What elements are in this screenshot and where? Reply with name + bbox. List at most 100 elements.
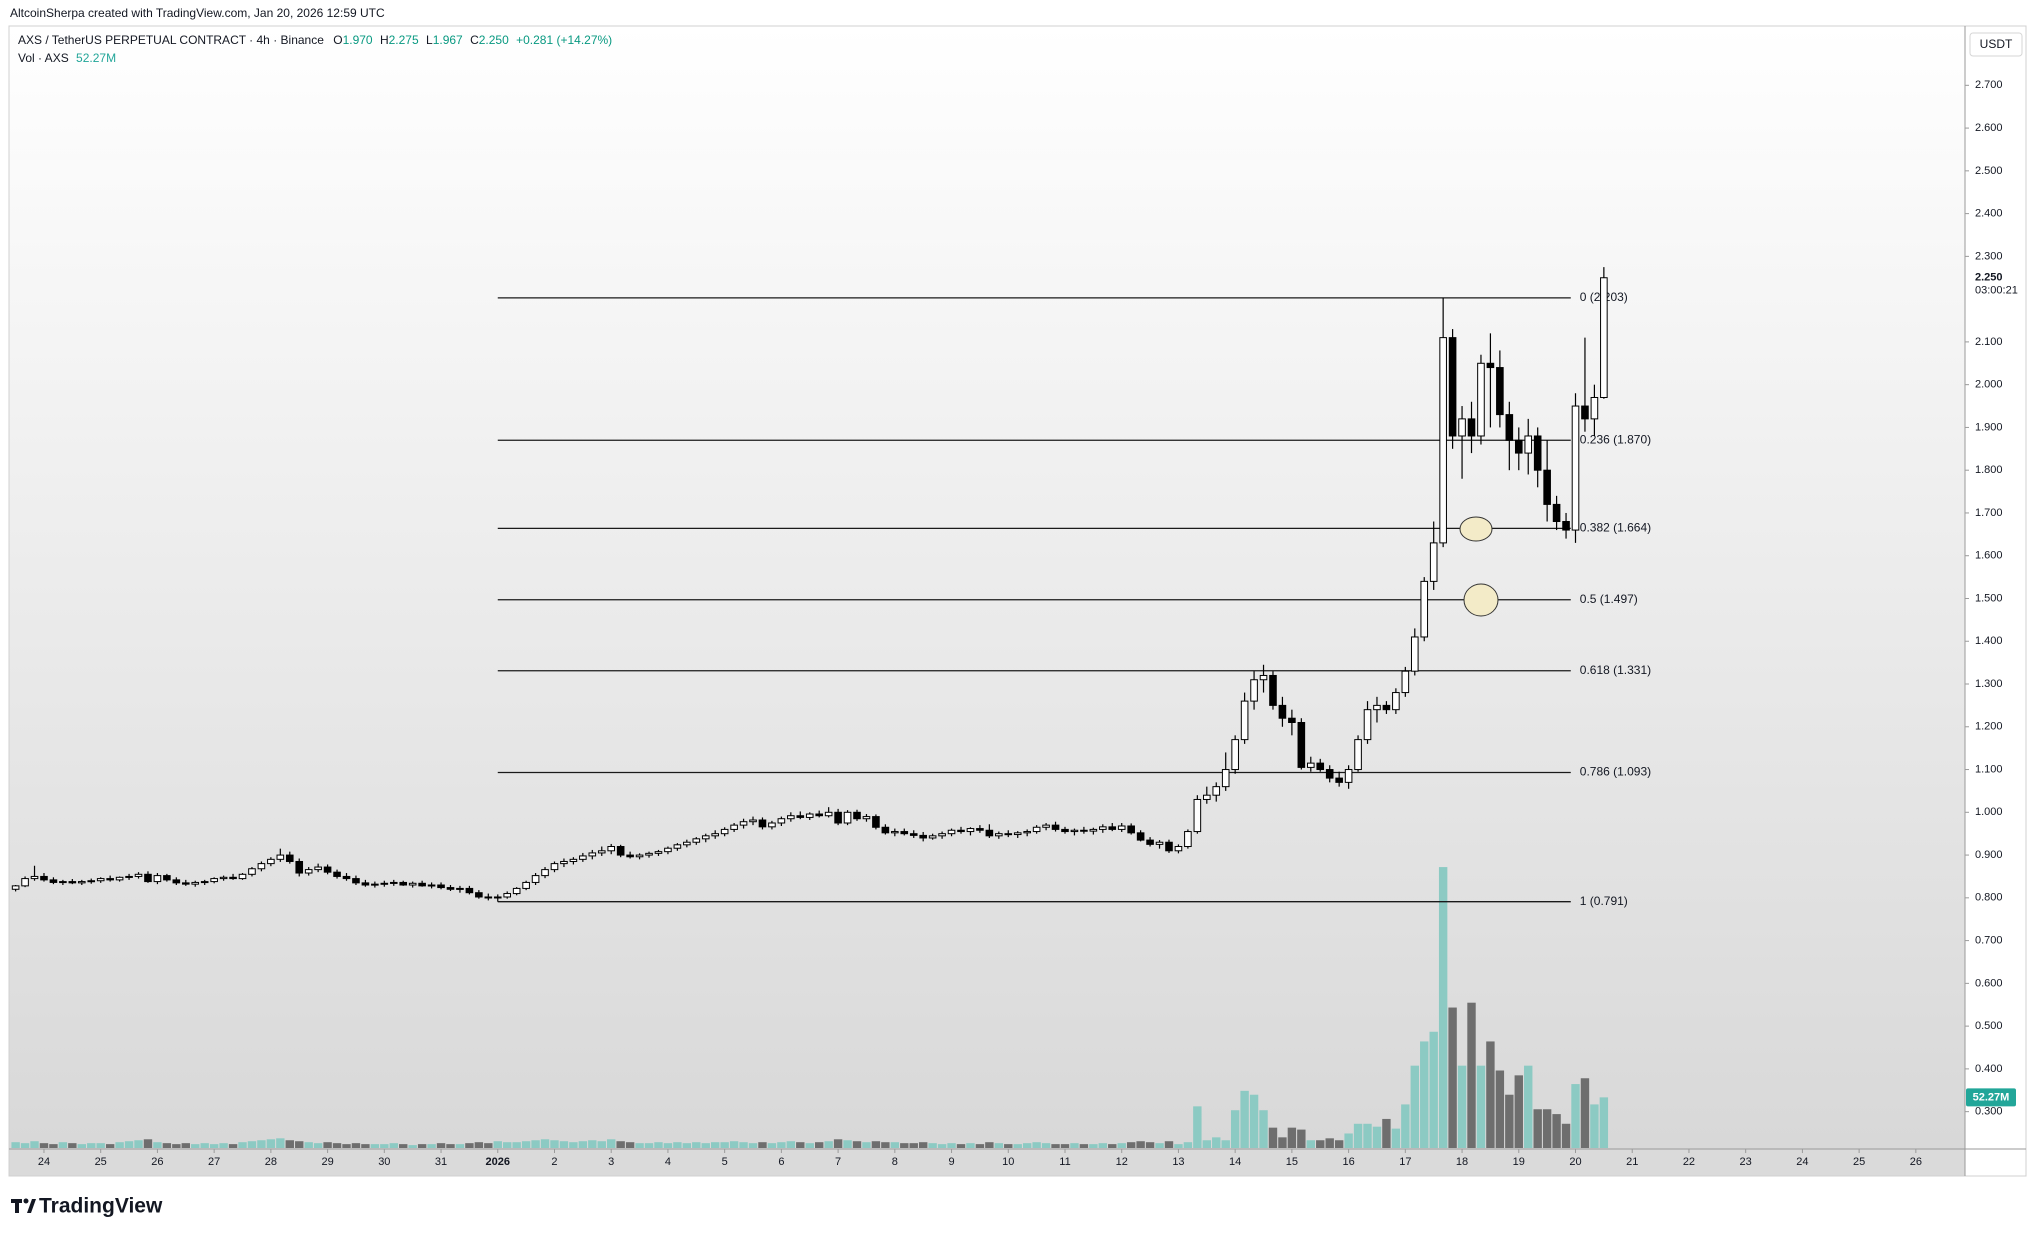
candle-body [1174,846,1183,852]
volume-bar [1599,1097,1609,1148]
candle-body [163,875,171,881]
fib-label: 0.618 (1.331) [1580,663,1651,677]
candle-body [1410,636,1419,672]
volume-bar [1344,1133,1353,1148]
x-tick-label: 3 [608,1156,614,1168]
volume-bar [323,1142,332,1148]
candle-body [1061,828,1069,833]
volume-bar [758,1142,767,1148]
candle-body [1013,832,1022,836]
candle-body [1496,367,1504,416]
volume-bar [673,1142,682,1148]
volume-bar [124,1141,134,1148]
candle-body [153,875,162,883]
y-tick-label: 0.900 [1975,849,2003,861]
volume-bar [427,1144,436,1148]
brand: TradingView [39,1195,163,1218]
candle-body [701,835,710,840]
volume-bar [512,1142,521,1148]
volume-bar [228,1144,238,1148]
candle-body [456,887,464,890]
y-tick-label: 1.900 [1975,421,2003,433]
candle-body [1543,469,1551,505]
candle-body [1467,418,1476,437]
candle-body [607,846,616,852]
volume-bar [531,1140,540,1148]
y-tick-label: 0.800 [1975,892,2003,904]
x-tick-label: 4 [665,1156,671,1168]
candle-body [1278,704,1287,719]
volume-bar [852,1141,862,1148]
volume-bar [1325,1138,1334,1148]
volume-bar [947,1143,956,1148]
volume-bar [890,1142,900,1148]
ohlc-value: 2.250 [479,33,509,47]
volume-bar [238,1142,247,1148]
candle-body [995,833,1003,837]
volume-bar [1429,1031,1438,1148]
volume-bar [1098,1143,1108,1148]
candle-body [768,822,776,828]
candle-body [59,881,67,884]
candle-body [484,896,493,899]
volume-bar [105,1144,115,1148]
candle-body [106,878,114,881]
volume-bar [1013,1144,1022,1148]
volume-bar [805,1143,814,1148]
candle-body [853,811,861,820]
candle-body [1080,829,1088,832]
logo-part [23,1198,29,1204]
candle-body [389,881,398,884]
volume-bar [824,1141,833,1148]
volume-bar [597,1141,606,1148]
y-tick-label: 1.500 [1975,592,2003,604]
x-tick-label: 22 [1683,1156,1695,1168]
currency[interactable]: USDT [1980,37,2013,51]
volume-bar [739,1142,748,1148]
candle-body [1420,580,1429,638]
candle-body [229,876,237,880]
volume-bar [1334,1140,1344,1148]
candle-body [285,854,294,862]
fib-layer: 0 (2.203)0.236 (1.870)0.382 (1.664)0.5 (… [497,290,1651,908]
volume-bar [1145,1142,1155,1148]
volume-bar [1571,1084,1580,1148]
y-tick-label: 0.500 [1975,1020,2003,1032]
volume-bar [521,1141,531,1148]
candle-body [550,863,559,871]
volume-bar [635,1143,644,1148]
candle-body [475,892,483,898]
y-tick-label: 2.700 [1975,79,2003,91]
y-tick-label: 2.100 [1975,336,2003,348]
candle-body [891,831,899,834]
logo-part [27,1199,36,1213]
volume-bar [408,1145,417,1148]
volume-bar [77,1144,86,1148]
candle-body [1600,277,1608,398]
ohlc-value: 2.275 [389,33,419,47]
ohlc-key: O [333,33,342,47]
volume-bar [465,1143,474,1148]
volume-bar [814,1142,824,1148]
volume-bar [1457,1065,1467,1148]
volume-bar [928,1143,937,1148]
y-tick-label: 1.200 [1975,721,2003,733]
volume-bar [692,1142,701,1148]
volume-bar [134,1140,143,1148]
candle-body [834,811,842,824]
volume-bar [380,1144,389,1148]
x-tick-label: 19 [1513,1156,1525,1168]
x-tick-label: 20 [1569,1156,1581,1168]
candle-body [626,854,634,858]
candle-body [512,887,521,895]
x-tick-label: 13 [1172,1156,1184,1168]
candle-body [692,838,701,843]
candle-body [295,860,304,874]
candle-body [342,875,351,880]
volume-bar [1249,1094,1259,1148]
currency-box[interactable] [1969,32,2023,57]
candle-body [862,816,871,820]
y-tick-label: 1.400 [1975,635,2003,647]
ohlc-value: 1.967 [433,33,463,47]
candle-body [966,828,975,833]
